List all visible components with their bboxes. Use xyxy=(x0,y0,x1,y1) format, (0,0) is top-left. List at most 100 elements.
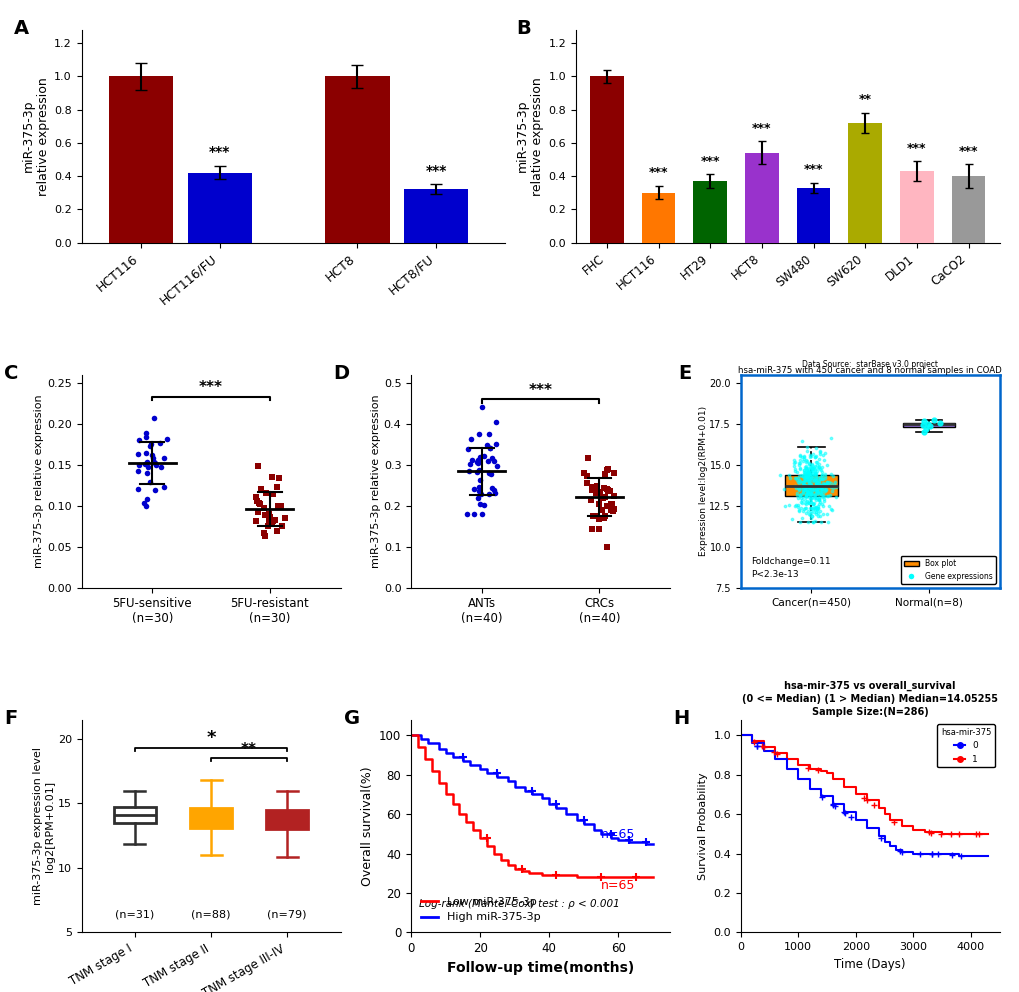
Text: ***: *** xyxy=(751,122,771,135)
Point xyxy=(805,490,821,506)
Point xyxy=(791,461,807,477)
Bar xyxy=(404,189,468,243)
Point xyxy=(798,486,814,502)
Point xyxy=(801,480,817,496)
Point xyxy=(797,459,813,475)
Point xyxy=(802,476,818,492)
Point xyxy=(808,454,824,470)
Point xyxy=(795,462,811,478)
Text: E: E xyxy=(678,364,691,383)
Point xyxy=(471,472,487,488)
Point xyxy=(464,451,480,467)
Point xyxy=(798,459,814,475)
Point xyxy=(801,464,817,480)
Point xyxy=(807,490,823,506)
Point xyxy=(481,439,497,455)
Point xyxy=(792,486,808,502)
Point xyxy=(822,501,839,517)
Point xyxy=(262,509,278,525)
Point xyxy=(486,485,502,501)
Point xyxy=(802,447,818,463)
Point xyxy=(799,514,815,530)
Point xyxy=(813,458,829,474)
Point xyxy=(808,477,824,493)
Point xyxy=(248,513,264,529)
Y-axis label: miR-375-3p relative expression: miR-375-3p relative expression xyxy=(35,394,44,568)
Point xyxy=(807,470,823,486)
Point xyxy=(269,479,285,495)
Point xyxy=(789,464,805,480)
Text: ***: *** xyxy=(700,155,719,168)
Point xyxy=(585,479,601,495)
Point xyxy=(795,473,811,489)
Point xyxy=(488,458,504,474)
Point xyxy=(810,451,826,467)
Point xyxy=(915,424,931,439)
Point xyxy=(802,466,818,482)
Point xyxy=(798,486,814,502)
Point xyxy=(816,468,833,484)
Point xyxy=(802,464,818,480)
Point xyxy=(794,476,810,492)
Point xyxy=(797,454,813,470)
Point xyxy=(809,500,825,516)
Point xyxy=(813,467,829,483)
Point xyxy=(819,476,836,492)
Point xyxy=(803,491,819,507)
Point xyxy=(810,492,826,508)
Point xyxy=(792,460,808,476)
Point xyxy=(145,450,161,466)
Point xyxy=(146,411,162,427)
Text: ***: *** xyxy=(425,164,446,178)
Point xyxy=(801,484,817,500)
Point xyxy=(797,489,813,505)
Point xyxy=(811,494,827,510)
Legend: Low miR-375-3p, High miR-375-3p: Low miR-375-3p, High miR-375-3p xyxy=(417,893,544,927)
Point xyxy=(820,487,837,503)
Point xyxy=(469,453,485,469)
Point xyxy=(807,482,823,498)
Point xyxy=(799,466,815,482)
Point xyxy=(143,436,159,452)
Point xyxy=(810,477,826,493)
Point xyxy=(479,453,495,469)
Point xyxy=(798,443,814,459)
Point xyxy=(810,477,826,493)
Point xyxy=(793,480,809,496)
Point xyxy=(796,478,812,494)
Point xyxy=(817,482,834,498)
Point xyxy=(798,465,814,481)
Point xyxy=(600,461,616,477)
Point xyxy=(808,503,824,519)
Point xyxy=(810,459,826,475)
Point xyxy=(806,501,822,517)
Point xyxy=(797,495,813,511)
Point xyxy=(806,461,822,477)
Point xyxy=(487,415,503,431)
Point xyxy=(599,482,615,498)
Point xyxy=(251,495,267,511)
Point xyxy=(799,468,815,484)
Point xyxy=(480,486,496,502)
Point xyxy=(152,459,168,475)
Point xyxy=(809,479,825,495)
Point xyxy=(797,480,813,496)
Text: Foldchange=0.11: Foldchange=0.11 xyxy=(750,558,829,566)
Point xyxy=(813,483,829,499)
Point xyxy=(826,474,843,490)
Point xyxy=(792,467,808,483)
Point xyxy=(801,500,817,516)
Point xyxy=(814,475,830,491)
Point xyxy=(795,448,811,464)
Point xyxy=(800,486,816,502)
Point xyxy=(810,496,826,512)
Point xyxy=(802,470,818,486)
Point xyxy=(590,496,606,512)
Point xyxy=(822,479,839,495)
Point xyxy=(142,474,158,490)
Point xyxy=(261,512,277,528)
Point xyxy=(480,464,496,480)
Point xyxy=(823,502,840,518)
Point xyxy=(466,506,482,522)
Point xyxy=(807,464,823,480)
